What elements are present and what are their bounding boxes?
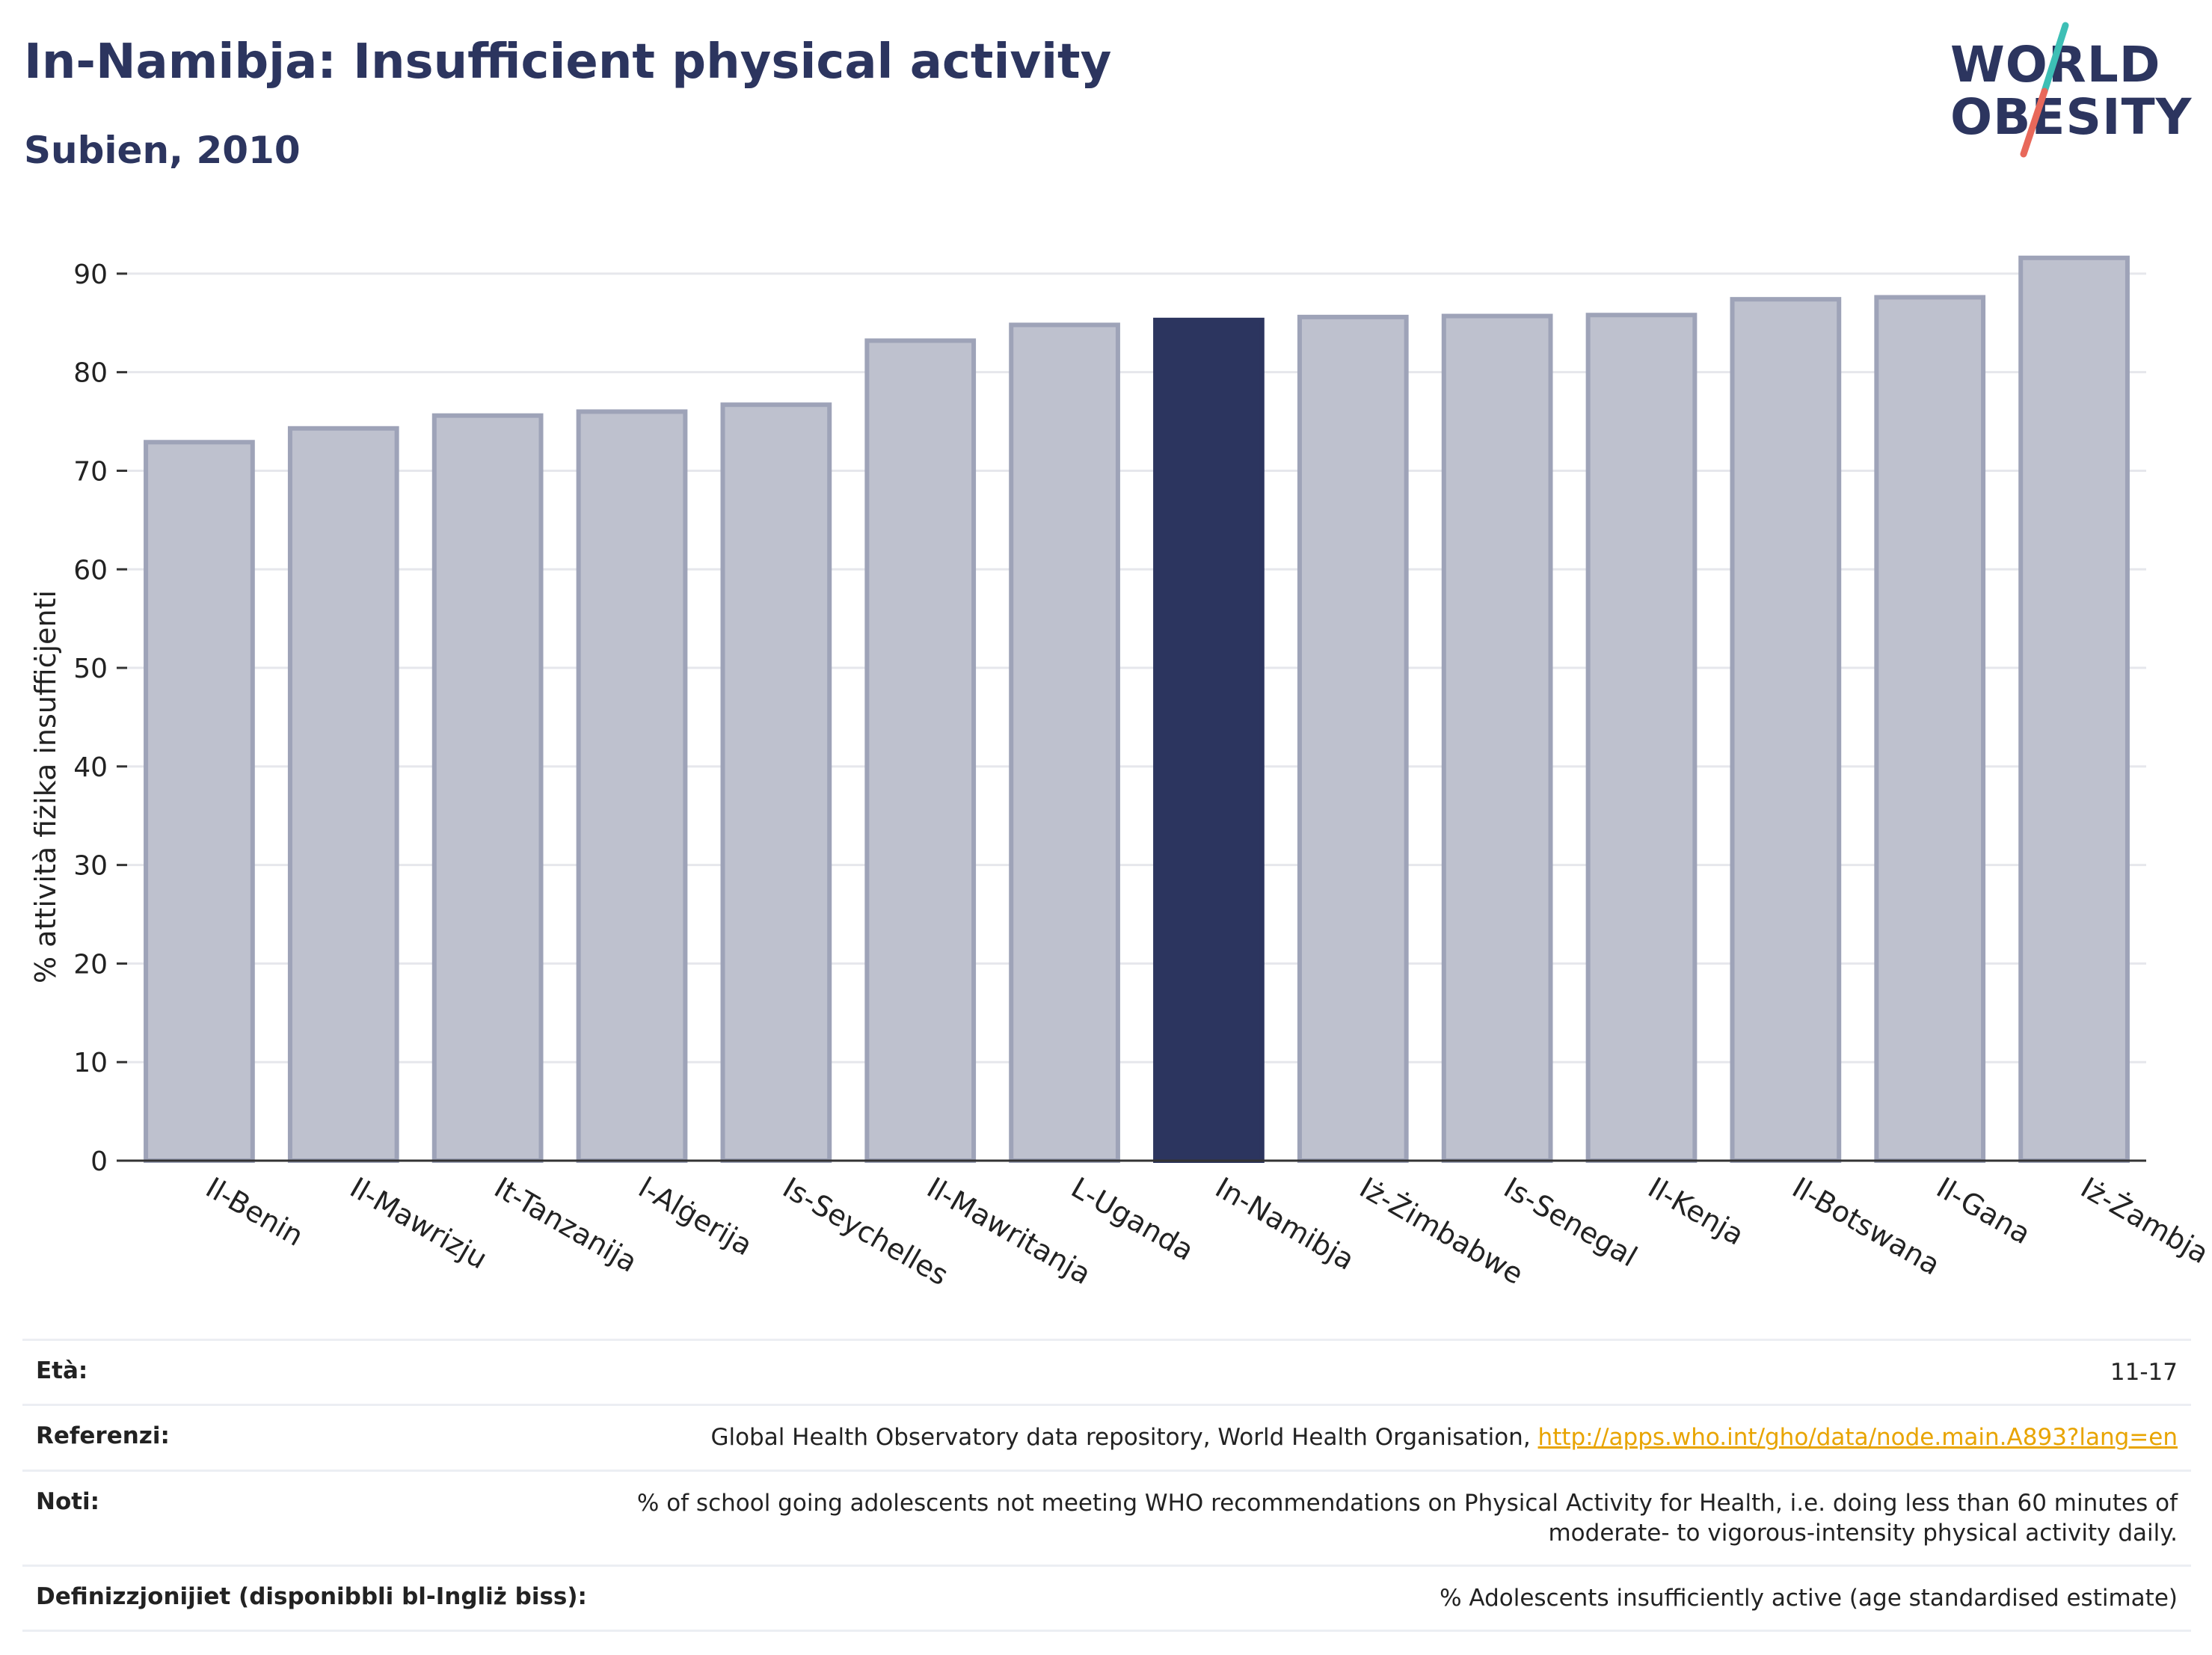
world-obesity-logo: WORLD OBESITY: [1950, 21, 2205, 163]
x-tick-label: L-Uganda: [1066, 1171, 1199, 1268]
y-tick-label: 60: [73, 555, 108, 586]
x-tick-label: It-Tanzanija: [489, 1171, 643, 1279]
bar-l-al-erija[interactable]: [576, 409, 688, 1163]
meta-label: Noti:: [36, 1487, 100, 1515]
bar-il-mawrizju[interactable]: [287, 426, 399, 1163]
y-axis-label: % attività fiżika insuffiċjenti: [29, 590, 62, 983]
y-tick-label: 40: [73, 752, 108, 783]
bar-i-imbabwe[interactable]: [1297, 314, 1409, 1164]
y-tick-label: 80: [73, 358, 108, 389]
bar-is-seychelles[interactable]: [720, 402, 832, 1163]
bar-il-mawritanja[interactable]: [864, 338, 977, 1163]
x-tick-label: Il-Mawrizju: [345, 1171, 493, 1276]
y-tick-label: 70: [73, 456, 108, 487]
gridlines: [127, 272, 2146, 1063]
bar-il-benin[interactable]: [144, 440, 255, 1163]
x-tick-label: Iż-Żambja: [2075, 1171, 2212, 1271]
x-tick-label: In-Namibja: [1210, 1171, 1360, 1277]
reference-text: Global Health Observatory data repositor…: [710, 1424, 1538, 1452]
logo-slash-icon: [2020, 22, 2069, 158]
bar-l-uganda[interactable]: [1009, 322, 1120, 1163]
bar-it-tanzanija[interactable]: [431, 413, 544, 1163]
meta-row-definitions: Definizzjonijiet (disponibbli bl-Ingliż …: [22, 1565, 2191, 1633]
y-tick-label: 20: [73, 949, 108, 980]
y-tick-label: 90: [73, 260, 108, 290]
meta-row-age: Età: 11-17: [22, 1339, 2191, 1404]
reference-link[interactable]: http://apps.who.int/gho/data/node.main.A…: [1537, 1424, 2178, 1452]
bar-in-namibja[interactable]: [1153, 317, 1265, 1163]
x-tick-label: Il-Benin: [200, 1171, 309, 1253]
x-tick-label: Il-Botswana: [1787, 1171, 1945, 1282]
page-title: In-Namibja: Insufficient physical activi…: [24, 34, 1112, 90]
metadata-table: Età: 11-17 Referenzi: Global Health Obse…: [22, 1339, 2191, 1633]
meta-row-references: Referenzi: Global Health Observatory dat…: [22, 1404, 2191, 1469]
bar-chart: 0 10 20 30 40 50 60 70 80 90 Il-Benin Il-MawrizjuIt…: [29, 255, 2212, 1292]
x-tick-label: Iż-Żimbabwe: [1354, 1171, 1529, 1291]
y-tick-label: 10: [73, 1048, 108, 1078]
logo-text-obesity: OBESITY: [1950, 88, 2193, 146]
page-subtitle: Subien, 2010: [24, 129, 301, 172]
bar-i-ambja[interactable]: [2018, 255, 2130, 1163]
meta-value: Global Health Observatory data repositor…: [710, 1422, 2178, 1452]
y-tick-label: 0: [90, 1146, 108, 1177]
meta-row-notes: Noti: % of school going adolescents not …: [22, 1469, 2191, 1565]
x-tick-label: Il-Gana: [1931, 1171, 2036, 1251]
bar-il-gana[interactable]: [1874, 295, 1986, 1164]
x-tick-label: l-Alġerija: [633, 1171, 758, 1262]
meta-value: % of school going adolescents not meetin…: [636, 1489, 2178, 1547]
y-tick-label: 50: [73, 654, 108, 684]
bars: [144, 255, 2130, 1164]
meta-value: % Adolescents insufficiently active (age…: [1440, 1585, 2178, 1612]
y-tick-label: 30: [73, 851, 108, 882]
bar-il-kenja[interactable]: [1585, 313, 1698, 1163]
meta-label: Definizzjonijiet (disponibbli bl-Ingliż …: [36, 1583, 587, 1611]
x-tick-label: Il-Kenja: [1643, 1171, 1750, 1252]
meta-label: Età:: [36, 1357, 88, 1384]
bar-is-senegal[interactable]: [1441, 313, 1553, 1163]
bar-il-botswana[interactable]: [1730, 297, 1842, 1163]
meta-label: Referenzi:: [36, 1422, 170, 1450]
meta-value: 11-17: [2110, 1359, 2178, 1386]
